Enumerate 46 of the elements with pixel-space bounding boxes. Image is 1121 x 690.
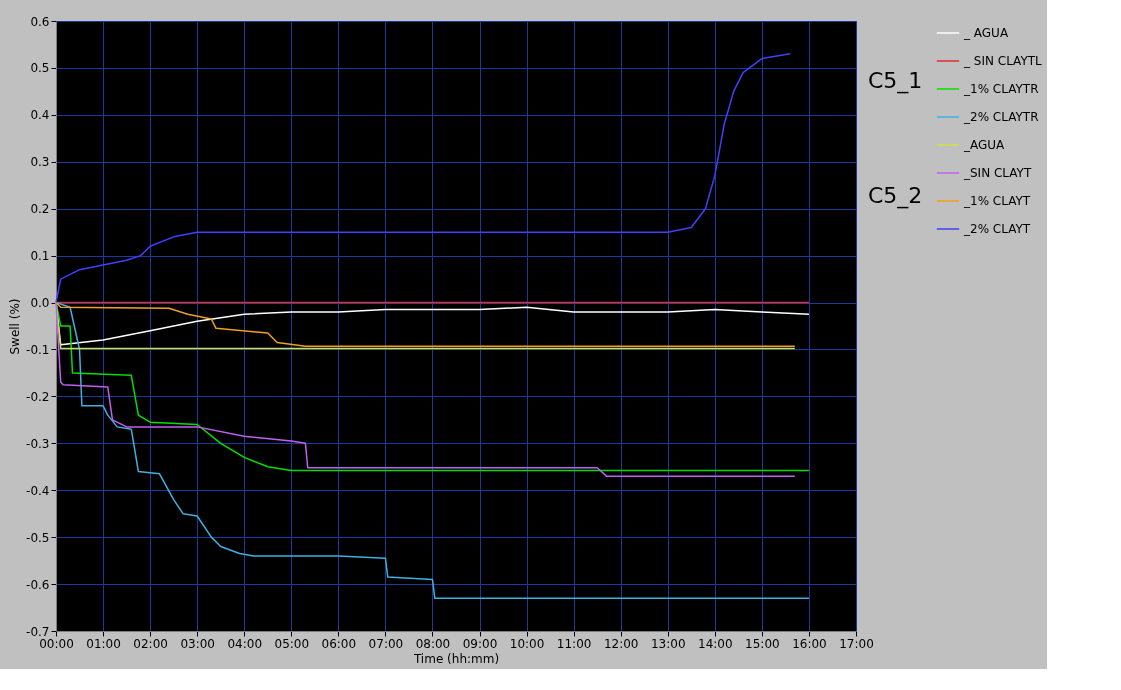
x-tick-label: 16:00	[792, 636, 827, 651]
y-tick-label: -0.6	[26, 577, 50, 592]
x-tick-label: 05:00	[274, 636, 310, 651]
x-tick-label: 04:00	[227, 636, 263, 651]
x-tick-label: 08:00	[415, 636, 451, 651]
legend-label: _AGUA	[963, 138, 1006, 152]
y-tick-label: -0.7	[26, 624, 50, 639]
legend-label: _1% CLAYT	[963, 194, 1031, 208]
y-tick-label: 0.5	[30, 61, 50, 76]
x-tick-label: 00:00	[39, 636, 74, 651]
text: C5_1	[868, 67, 923, 94]
y-tick-label: 0.3	[30, 155, 50, 170]
legend-label: _1% CLAYTR	[963, 82, 1039, 96]
x-tick-label: 07:00	[368, 636, 404, 651]
y-axis-title: Swell (%)	[8, 298, 23, 355]
x-tick-label: 17:00	[839, 636, 874, 651]
line-series	[55, 301, 810, 599]
y-tick-label: -0.1	[26, 342, 50, 357]
legend-label: _2% CLAYTR	[963, 110, 1039, 124]
legend-label: _SIN CLAYT	[963, 166, 1032, 180]
x-tick-label: 09:00	[462, 636, 498, 651]
y-tick-label: -0.4	[26, 483, 50, 498]
y-tick-label: -0.5	[26, 530, 50, 545]
x-tick-label: 11:00	[556, 636, 592, 651]
legend-label: _ SIN CLAYTL	[963, 54, 1043, 68]
x-tick-label: 02:00	[133, 636, 168, 651]
y-tick-label: 0.4	[30, 108, 50, 123]
legend-label: _ AGUA	[963, 26, 1009, 40]
y-tick-label: 0.6	[30, 14, 50, 29]
x-tick-label: 15:00	[745, 636, 780, 651]
y-tick-label: 0.1	[30, 249, 50, 264]
x-tick-label: 13:00	[650, 636, 686, 651]
x-tick-label: 06:00	[321, 636, 357, 651]
text: C5_2	[868, 182, 923, 209]
line-series	[55, 53, 791, 304]
y-tick-label: -0.2	[26, 389, 50, 404]
y-tick-label: 0.2	[30, 202, 50, 217]
x-axis-title: Time (hh:mm)	[412, 651, 500, 666]
x-tick-label: 01:00	[86, 636, 121, 651]
y-tick-label: 0.0	[30, 296, 50, 311]
y-tick-label: -0.3	[26, 436, 50, 451]
x-tick-label: 12:00	[603, 636, 639, 651]
x-tick-label: 03:00	[180, 636, 215, 651]
x-tick-label: 10:00	[509, 636, 545, 651]
legend-label: _2% CLAYT	[963, 222, 1031, 236]
x-tick-label: 14:00	[698, 636, 733, 651]
